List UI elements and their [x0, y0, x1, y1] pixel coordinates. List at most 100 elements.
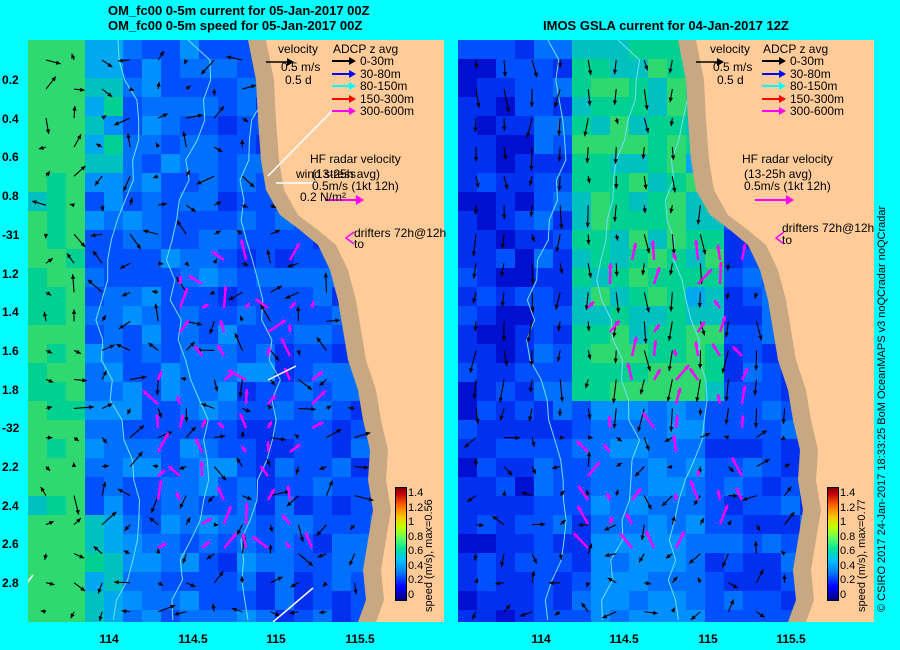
- left-longitude-tick: 114.5: [178, 632, 208, 646]
- left-velocity-scale2: 0.5 d: [285, 73, 312, 87]
- hf-radar-arrowhead: [320, 390, 326, 396]
- left-drifters-to: to: [354, 237, 365, 251]
- velocity-arrowhead: [43, 555, 48, 560]
- speed-cell: [199, 211, 219, 231]
- speed-cell: [218, 249, 238, 269]
- velocity-arrowhead: [319, 610, 324, 615]
- velocity-arrowhead: [726, 520, 732, 526]
- speed-cell: [496, 192, 516, 212]
- speed-cell: [534, 420, 554, 440]
- hf-radar-arrowhead: [286, 485, 291, 491]
- speed-cell: [648, 306, 668, 326]
- speed-cell: [705, 515, 725, 535]
- speed-cell: [85, 496, 105, 516]
- speed-cell: [572, 40, 592, 60]
- velocity-arrowhead: [128, 197, 134, 203]
- speed-cell: [28, 344, 48, 364]
- colorbar-tick: 1.2: [840, 501, 856, 514]
- velocity-arrowhead: [201, 403, 207, 408]
- hf-radar-arrowhead: [244, 502, 249, 507]
- velocity-arrowhead: [138, 451, 143, 457]
- hf-radar-arrowhead: [295, 243, 300, 249]
- velocity-arrowhead: [80, 165, 86, 171]
- speed-cell: [161, 173, 181, 193]
- velocity-arrowhead: [157, 412, 162, 418]
- latitude-tick: 2.4: [2, 498, 19, 513]
- velocity-arrowhead: [270, 380, 276, 386]
- speed-cell: [85, 553, 105, 573]
- hf-radar-arrowhead: [291, 302, 296, 308]
- right-velocity-scale1: 0.5 m/s: [713, 60, 753, 74]
- speed-cell: [256, 439, 276, 459]
- speed-cell: [762, 420, 782, 440]
- speed-cell: [237, 420, 257, 440]
- velocity-arrowhead: [753, 423, 759, 428]
- speed-cell: [313, 610, 333, 622]
- speed-cell: [66, 515, 86, 535]
- speed-cell: [47, 458, 67, 478]
- velocity-arrowhead: [290, 583, 296, 588]
- left-colorbar-label: speed (m/s), max=0.56: [423, 499, 435, 612]
- velocity-arrowhead: [559, 435, 565, 440]
- speed-cell: [199, 325, 219, 345]
- speed-cell: [218, 268, 238, 288]
- speed-cell: [66, 553, 86, 573]
- speed-cell: [142, 97, 162, 117]
- speed-cell: [591, 591, 611, 611]
- speed-cell: [104, 249, 124, 269]
- hf-radar-arrowhead: [607, 263, 613, 268]
- speed-cell: [610, 363, 630, 383]
- velocity-arrowhead: [587, 414, 592, 420]
- speed-cell: [104, 553, 124, 573]
- velocity-arrowhead: [667, 366, 672, 371]
- velocity-arrowhead: [126, 133, 131, 139]
- velocity-arrowhead: [107, 62, 113, 68]
- speed-cell: [553, 249, 573, 269]
- speed-cell: [515, 78, 535, 98]
- speed-cell: [47, 211, 67, 231]
- speed-cell: [85, 325, 105, 345]
- speed-cell: [275, 287, 295, 307]
- velocity-arrowhead: [613, 159, 618, 164]
- speed-cell: [629, 458, 649, 478]
- speed-cell: [705, 439, 725, 459]
- speed-cell: [237, 192, 257, 212]
- speed-cell: [199, 268, 219, 288]
- speed-cell: [515, 173, 535, 193]
- velocity-arrowhead: [495, 581, 500, 586]
- speed-cell: [553, 154, 573, 174]
- speed-cell: [47, 230, 67, 250]
- speed-cell: [66, 287, 86, 307]
- speed-cell: [458, 135, 478, 155]
- speed-cell: [610, 477, 630, 497]
- left-longitude-tick: 114: [99, 632, 119, 646]
- hf-radar-arrowhead: [286, 542, 291, 548]
- speed-cell: [85, 515, 105, 535]
- velocity-arrowhead: [526, 132, 531, 138]
- speed-cell: [667, 553, 687, 573]
- velocity-arrowhead: [533, 72, 538, 78]
- speed-cell: [515, 287, 535, 307]
- speed-cell: [591, 154, 611, 174]
- speed-cell: [648, 173, 668, 193]
- speed-cell: [104, 173, 124, 193]
- speed-cell: [142, 230, 162, 250]
- velocity-arrowhead: [549, 580, 554, 586]
- speed-cell: [705, 458, 725, 478]
- velocity-arrowhead: [515, 435, 520, 440]
- adcp-legend-label: 0-30m: [360, 54, 395, 68]
- speed-cell: [142, 572, 162, 592]
- hf-radar-arrowhead: [176, 492, 181, 498]
- hf-radar-arrowhead: [252, 536, 258, 542]
- speed-cell: [85, 344, 105, 364]
- speed-cell: [218, 382, 238, 402]
- velocity-arrowhead: [669, 426, 674, 432]
- left-hf-title: HF radar velocity: [310, 152, 401, 166]
- speed-cell: [161, 135, 181, 155]
- speed-cell: [553, 496, 573, 516]
- speed-cell: [256, 287, 276, 307]
- hf-radar-arrowhead: [721, 316, 727, 322]
- speed-cell: [743, 287, 763, 307]
- speed-cell: [123, 572, 143, 592]
- speed-cell: [237, 515, 257, 535]
